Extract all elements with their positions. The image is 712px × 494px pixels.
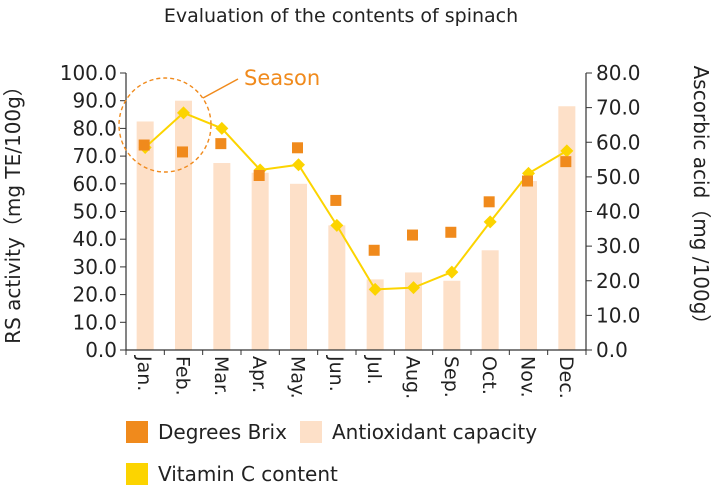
legend-item-brix: Degrees Brix <box>126 420 287 444</box>
vitamin-c-point <box>215 121 229 135</box>
brix-marker <box>483 196 495 208</box>
legend-swatch-vitamin-c <box>126 463 148 485</box>
x-tick-label: Feb. <box>172 356 194 396</box>
y-tick-label-right: 10.0 <box>596 303 641 327</box>
y-tick-label-left: 40.0 <box>72 227 117 251</box>
antioxidant-bar <box>213 163 231 350</box>
antioxidant-bar <box>251 172 269 350</box>
axes: 100.0 90.0 80.0 70.0 60.0 50.0 40.0 30.0 20.0 10.… <box>60 61 641 399</box>
brix-marker <box>522 175 533 187</box>
vitamin-c-point <box>330 218 344 232</box>
y-tick-label-left: 70.0 <box>72 144 117 168</box>
y-tick-label-left: 50.0 <box>72 200 117 224</box>
antioxidant-bar <box>443 280 461 350</box>
brix-marker <box>407 229 418 241</box>
season-annotation: Season <box>118 66 320 173</box>
y-tick-label-right: 20.0 <box>596 269 641 293</box>
antioxidant-bar <box>290 183 307 350</box>
brix-markers <box>138 138 572 256</box>
brix-marker <box>215 138 227 150</box>
vitamin-c-point <box>407 281 420 295</box>
legend-swatch-antioxidant <box>300 421 322 443</box>
brix-marker <box>253 169 265 181</box>
y-tick-label-left: 0.0 <box>85 338 117 362</box>
vitamin-c-point <box>560 144 574 158</box>
antioxidant-bars <box>136 100 576 351</box>
x-tick-label: Jul. <box>363 355 385 385</box>
legend-label-antioxidant: Antioxidant capacity <box>332 420 538 444</box>
antioxidant-bar <box>558 106 576 351</box>
y-tick-label-right: 50.0 <box>596 165 641 189</box>
brix-marker <box>330 194 342 206</box>
legend-item-vitamin-c: Vitamin C content <box>126 462 338 486</box>
brix-marker <box>560 156 572 168</box>
antioxidant-bar <box>136 121 154 350</box>
antioxidant-bar <box>328 225 346 350</box>
antioxidant-bar <box>481 250 499 350</box>
x-tick-label: Mar. <box>210 356 232 396</box>
x-tick-label: Nov. <box>517 356 539 398</box>
vitamin-c-point <box>483 215 497 229</box>
legend-label-brix: Degrees Brix <box>158 420 287 444</box>
brix-marker <box>292 142 303 154</box>
y-tick-label-right: 70.0 <box>596 96 641 120</box>
season-label: Season <box>244 66 320 90</box>
brix-marker <box>368 244 380 256</box>
chart-canvas: Evaluation of the contents of spinach 10… <box>1 5 712 399</box>
y-tick-label-left: 10.0 <box>72 310 117 334</box>
y-tick-label-left: 60.0 <box>72 172 117 196</box>
x-tick-label: Dec. <box>555 356 577 399</box>
y-tick-label-left: 90.0 <box>72 89 117 113</box>
antioxidant-bar <box>366 279 384 350</box>
vitamin-c-point <box>292 158 305 172</box>
x-tick-label: Aug. <box>402 356 424 399</box>
x-tick-label: Sep. <box>440 356 462 398</box>
vitamin-c-point <box>368 282 382 296</box>
x-tick-label: Oct. <box>478 356 500 395</box>
y-tick-label-right: 60.0 <box>596 130 641 154</box>
y-tick-label-right: 80.0 <box>596 61 641 85</box>
y-tick-label-left: 20.0 <box>72 283 117 307</box>
chart-title: Evaluation of the contents of spinach <box>164 5 518 27</box>
y-tick-label-right: 0.0 <box>596 338 628 362</box>
vitamin-c-point <box>177 106 190 120</box>
y-tick-label-left: 30.0 <box>72 255 117 279</box>
legend-label-vitamin-c: Vitamin C content <box>158 462 338 486</box>
season-circle <box>118 77 212 173</box>
y-axis-left-label: RS activity（mg TE/100g） <box>1 76 25 344</box>
brix-marker <box>445 226 457 238</box>
x-tick-label: May. <box>287 356 309 399</box>
y-tick-label-right: 30.0 <box>596 234 641 258</box>
y-tick-label-right: 40.0 <box>596 200 641 224</box>
vitamin-c-line <box>138 106 574 296</box>
x-tick-label: Apr. <box>248 356 270 393</box>
vitamin-c-polyline <box>144 111 568 291</box>
brix-marker <box>138 139 150 151</box>
season-leader-line <box>202 78 239 99</box>
x-tick-label: Jan. <box>133 355 155 391</box>
y-axis-right-label: Ascorbic acid（mg /100g） <box>689 66 712 335</box>
x-tick-label: Jun. <box>325 355 347 392</box>
y-tick-label-left: 80.0 <box>72 116 117 140</box>
vitamin-c-point <box>445 265 459 279</box>
brix-marker <box>177 146 188 158</box>
antioxidant-bar <box>520 181 537 350</box>
antioxidant-bar <box>405 272 422 350</box>
legend-swatch-brix <box>126 421 148 443</box>
y-tick-label-left: 100.0 <box>60 61 117 85</box>
legend-item-antioxidant: Antioxidant capacity <box>300 420 537 444</box>
antioxidant-bar <box>175 100 192 350</box>
